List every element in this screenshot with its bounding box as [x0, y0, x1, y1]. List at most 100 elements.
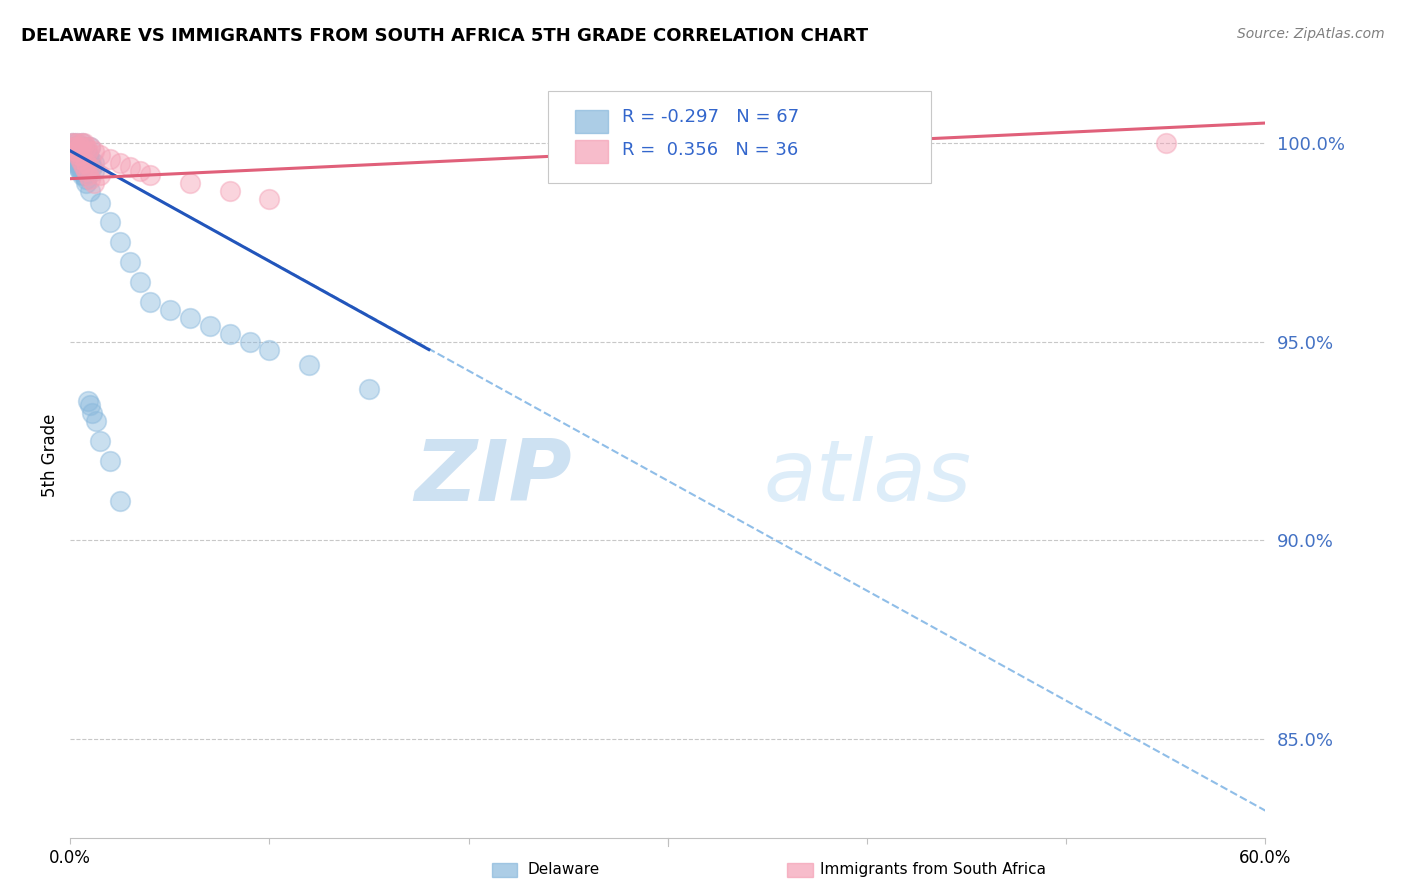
Point	[77, 148, 100, 162]
Text: ZIP: ZIP	[415, 436, 572, 519]
Point	[298, 359, 321, 373]
Point	[79, 184, 101, 198]
Point	[73, 140, 96, 154]
Point	[65, 144, 87, 158]
Point	[60, 136, 83, 150]
Point	[129, 163, 152, 178]
Text: R =  0.356   N = 36: R = 0.356 N = 36	[623, 141, 799, 160]
FancyBboxPatch shape	[548, 91, 931, 183]
Point	[89, 168, 111, 182]
Point	[70, 152, 93, 166]
Point	[98, 215, 121, 229]
Point	[83, 144, 105, 158]
Point	[79, 398, 101, 412]
Point	[70, 155, 93, 169]
Text: Immigrants from South Africa: Immigrants from South Africa	[820, 863, 1046, 877]
Point	[70, 136, 93, 150]
Point	[75, 176, 97, 190]
Point	[75, 171, 97, 186]
Point	[1154, 136, 1177, 150]
Point	[77, 152, 100, 166]
Point	[108, 493, 131, 508]
Point	[79, 152, 101, 166]
Point	[67, 160, 90, 174]
Point	[77, 144, 100, 158]
Point	[65, 136, 87, 150]
Point	[159, 302, 181, 317]
Point	[198, 318, 221, 333]
Point	[67, 140, 90, 154]
Point	[139, 168, 162, 182]
Point	[98, 454, 121, 468]
Bar	[575, 110, 609, 133]
Point	[79, 155, 101, 169]
Point	[75, 163, 97, 178]
Point	[108, 235, 131, 250]
Point	[89, 434, 111, 448]
Point	[108, 155, 131, 169]
Point	[75, 155, 97, 169]
Point	[67, 140, 90, 154]
Point	[60, 136, 83, 150]
Point	[98, 152, 121, 166]
Point	[179, 310, 201, 325]
Point	[79, 140, 101, 154]
Point	[129, 275, 152, 289]
Text: atlas: atlas	[763, 436, 972, 519]
Point	[65, 148, 87, 162]
Point	[65, 155, 87, 169]
Point	[73, 168, 96, 182]
Point	[70, 148, 93, 162]
Point	[82, 160, 104, 174]
Point	[139, 294, 162, 309]
Y-axis label: 5th Grade: 5th Grade	[41, 413, 59, 497]
Point	[63, 152, 86, 166]
Point	[69, 163, 91, 178]
Point	[65, 140, 87, 154]
Point	[69, 144, 91, 158]
Point	[77, 148, 100, 162]
Point	[73, 136, 96, 150]
Point	[79, 160, 101, 174]
Point	[63, 140, 86, 154]
Point	[77, 168, 100, 182]
Point	[79, 140, 101, 154]
Point	[69, 148, 91, 162]
Point	[67, 155, 90, 169]
Text: Source: ZipAtlas.com: Source: ZipAtlas.com	[1237, 27, 1385, 41]
Point	[179, 176, 201, 190]
Point	[60, 148, 83, 162]
Point	[65, 140, 87, 154]
Point	[73, 160, 96, 174]
Point	[70, 168, 93, 182]
Point	[77, 394, 100, 409]
Point	[359, 382, 381, 396]
Point	[69, 140, 91, 154]
Point	[218, 326, 240, 341]
Point	[120, 255, 141, 269]
Point	[75, 140, 97, 154]
Point	[84, 414, 107, 428]
Point	[65, 144, 87, 158]
Point	[239, 334, 262, 349]
Point	[73, 140, 96, 154]
Point	[75, 148, 97, 162]
Point	[79, 171, 101, 186]
Point	[67, 144, 90, 158]
Point	[89, 195, 111, 210]
Point	[218, 184, 240, 198]
Text: R = -0.297   N = 67: R = -0.297 N = 67	[623, 109, 800, 127]
Point	[82, 406, 104, 420]
Point	[120, 160, 141, 174]
Point	[69, 144, 91, 158]
Point	[89, 148, 111, 162]
Point	[69, 148, 91, 162]
Point	[67, 136, 90, 150]
Point	[69, 160, 91, 174]
Bar	[575, 140, 609, 163]
Point	[83, 155, 105, 169]
Point	[70, 163, 93, 178]
Point	[70, 136, 93, 150]
Point	[75, 144, 97, 158]
Point	[63, 144, 86, 158]
